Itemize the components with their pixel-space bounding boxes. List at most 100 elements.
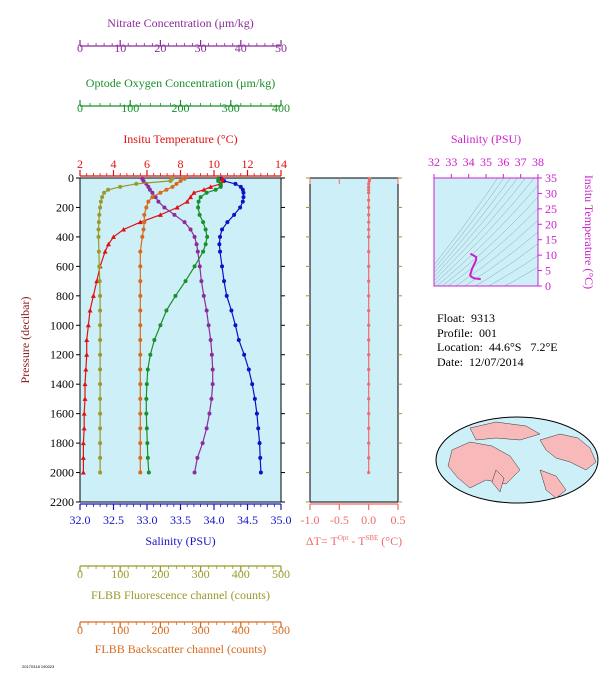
temperature-point bbox=[137, 219, 143, 225]
dt-point bbox=[367, 308, 371, 313]
nitrate-point bbox=[209, 352, 214, 357]
backscatter-point bbox=[182, 176, 187, 181]
backscatter-tick-label: 400 bbox=[232, 623, 250, 637]
salinity-point bbox=[238, 184, 243, 189]
oxygen-point bbox=[216, 178, 221, 183]
dt-point bbox=[367, 412, 371, 416]
salinity-point bbox=[258, 455, 263, 460]
dt-point bbox=[367, 264, 371, 268]
salinity-point bbox=[220, 227, 225, 232]
salinity-point bbox=[256, 426, 261, 431]
temperature-point bbox=[102, 249, 108, 254]
location-row: Location: 44.6°S 7.2°E bbox=[437, 340, 558, 355]
fluorescence-point bbox=[118, 184, 123, 189]
backscatter-point bbox=[178, 178, 183, 183]
float-label: Float: bbox=[437, 311, 466, 325]
salinity-point bbox=[217, 242, 222, 247]
nitrate-point bbox=[141, 178, 146, 183]
dt-tick-label: -1.0 bbox=[301, 513, 320, 527]
nitrate-point bbox=[206, 323, 211, 328]
backscatter-tick-label: 100 bbox=[111, 623, 129, 637]
backscatter-point bbox=[138, 264, 143, 269]
backscatter-point bbox=[138, 293, 143, 298]
salinity-point bbox=[258, 470, 263, 475]
temperature-point bbox=[90, 293, 96, 298]
backscatter-tick-label: 200 bbox=[151, 623, 169, 637]
backscatter-point bbox=[138, 426, 143, 431]
nitrate-point bbox=[204, 308, 209, 313]
temperature-point bbox=[81, 411, 87, 416]
nitrate-point bbox=[195, 249, 200, 254]
float-row: Float: 9313 bbox=[437, 311, 558, 326]
dt-point bbox=[367, 279, 371, 283]
salinity-tick-label: 34.0 bbox=[204, 513, 225, 527]
temperature-point bbox=[191, 190, 197, 195]
temperature-point bbox=[105, 241, 111, 247]
ts-xtick-label: 37 bbox=[515, 155, 527, 169]
nitrate-tick-label: 10 bbox=[114, 41, 126, 55]
dt-point bbox=[367, 188, 371, 192]
backscatter-axis-label: FLBB Backscatter channel (counts) bbox=[95, 642, 267, 656]
dt-point bbox=[367, 191, 371, 195]
dt-tick-label: -0.5 bbox=[330, 513, 349, 527]
oxygen-tick-label: 400 bbox=[272, 101, 290, 115]
dt-axis-label: ΔT= TOpt - TSBE (°C) bbox=[306, 534, 402, 548]
dt-point bbox=[367, 470, 371, 475]
fluorescence-point bbox=[98, 455, 103, 460]
oxygen-point bbox=[148, 352, 153, 357]
ts-isopycnal bbox=[434, 178, 526, 281]
oxygen-point bbox=[192, 264, 197, 269]
dt-tick-label: 0.0 bbox=[361, 513, 376, 527]
salinity-point bbox=[233, 323, 238, 328]
temperature-point bbox=[121, 227, 127, 232]
temperature-tick-label: 6 bbox=[144, 157, 150, 171]
temperature-point bbox=[80, 440, 86, 446]
fluorescence-tick-label: 0 bbox=[77, 567, 83, 581]
fluorescence-tick-label: 300 bbox=[192, 567, 210, 581]
salinity-point bbox=[241, 190, 246, 195]
temperature-point bbox=[219, 178, 225, 183]
backscatter-point bbox=[138, 455, 143, 460]
dt-point bbox=[367, 198, 371, 202]
fluorescence-point bbox=[168, 178, 173, 183]
dt-point bbox=[367, 250, 371, 254]
temperature-tick-label: 12 bbox=[242, 157, 254, 171]
salinity-tick-label: 32.0 bbox=[70, 513, 91, 527]
temperature-point bbox=[84, 337, 90, 342]
salinity-point bbox=[257, 441, 262, 446]
ts-isopycnal bbox=[434, 178, 518, 277]
oxygen-point bbox=[152, 338, 157, 342]
dt-point bbox=[367, 182, 371, 186]
pressure-tick-label: 2000 bbox=[50, 466, 74, 480]
fluorescence-tick-label: 400 bbox=[232, 567, 250, 581]
oxygen-point bbox=[203, 242, 208, 247]
temperature-point bbox=[208, 184, 214, 189]
dt-tick-label: 0.5 bbox=[391, 513, 406, 527]
ts-ytick-label: 5 bbox=[545, 264, 551, 278]
dt-point bbox=[367, 294, 371, 298]
nitrate-point bbox=[209, 396, 214, 401]
nitrate-tick-label: 50 bbox=[275, 41, 287, 55]
salinity-point bbox=[252, 396, 257, 401]
backscatter-point bbox=[138, 382, 143, 387]
nitrate-point bbox=[156, 199, 161, 204]
oxygen-point bbox=[201, 249, 206, 254]
backscatter-point bbox=[138, 367, 143, 372]
pressure-tick-label: 1800 bbox=[50, 436, 74, 450]
fluorescence-point bbox=[98, 441, 103, 446]
ts-xtick-label: 33 bbox=[445, 155, 457, 169]
pressure-tick-label: 200 bbox=[56, 200, 74, 214]
float-id: 9313 bbox=[471, 311, 496, 325]
oxygen-point bbox=[183, 279, 188, 284]
fluorescence-point bbox=[98, 382, 103, 387]
fluorescence-point bbox=[96, 249, 101, 254]
ts-ytick-label: 10 bbox=[545, 248, 557, 262]
dt-point bbox=[367, 367, 371, 372]
dt-point bbox=[367, 185, 371, 189]
oxygen-point bbox=[146, 470, 151, 475]
temperature-point bbox=[184, 199, 190, 204]
nitrate-point bbox=[195, 455, 200, 460]
oxygen-point bbox=[145, 455, 150, 460]
fluorescence-axis-label: FLBB Fluorescence channel (counts) bbox=[91, 588, 270, 602]
